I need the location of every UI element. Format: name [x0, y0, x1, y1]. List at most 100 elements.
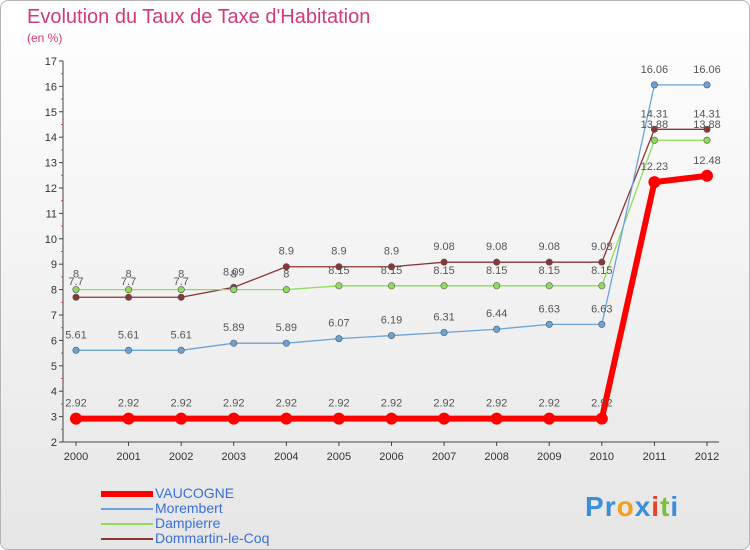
y-tick-label: 14 — [45, 132, 57, 144]
data-point-dampierre — [335, 282, 343, 290]
logo-letter: x — [634, 491, 652, 522]
data-point-morembert — [650, 81, 658, 89]
logo-letter: o — [616, 491, 635, 522]
data-label-morembert: 5.61 — [170, 329, 191, 341]
data-label-dampierre: 8.15 — [381, 265, 402, 277]
x-tick-label: 2003 — [222, 451, 246, 463]
data-point-dommartin-le-coq — [282, 263, 290, 271]
data-label-dommartin-le-coq: 14.31 — [641, 108, 669, 120]
data-point-morembert — [387, 332, 395, 340]
y-tick-label: 13 — [45, 158, 57, 170]
data-point-dampierre — [703, 136, 711, 144]
y-tick-label: 11 — [46, 208, 57, 220]
chart-axes: 2 3 4 5 6 7 8 9 10 11 12 13 14 15 16 17 2000 2001 2002 2003… — [45, 56, 719, 463]
y-tick-label: 6 — [51, 335, 57, 347]
data-label-morembert: 16.06 — [641, 64, 669, 76]
data-point-dampierre — [177, 286, 185, 294]
data-label-dampierre: 8.15 — [328, 265, 349, 277]
data-point-vaucogne — [543, 412, 556, 425]
y-tick-label: 4 — [51, 386, 57, 398]
data-point-vaucogne — [175, 412, 188, 425]
data-label-morembert: 6.07 — [328, 318, 349, 330]
data-label-dampierre: 13.88 — [693, 119, 721, 131]
data-point-morembert — [440, 329, 448, 337]
x-tick-label: 2004 — [274, 451, 298, 463]
y-tick-label: 17 — [45, 56, 57, 68]
data-label-dommartin-le-coq: 8.9 — [331, 246, 346, 258]
data-label-vaucogne: 2.92 — [328, 398, 349, 410]
data-label-dommartin-le-coq: 9.08 — [433, 241, 454, 253]
data-label-vaucogne: 2.92 — [381, 398, 402, 410]
data-label-morembert: 6.44 — [486, 308, 507, 320]
data-label-dampierre: 8.15 — [433, 265, 454, 277]
data-point-vaucogne — [122, 412, 135, 425]
legend-swatch — [101, 491, 153, 497]
data-label-vaucogne: 2.92 — [170, 398, 191, 410]
x-tick-label: 2012 — [695, 451, 719, 463]
x-tick-label: 2010 — [590, 451, 614, 463]
data-point-morembert — [493, 325, 501, 333]
data-label-dommartin-le-coq: 9.08 — [539, 241, 560, 253]
data-point-dommartin-le-coq — [650, 125, 658, 133]
data-point-dampierre — [598, 282, 606, 290]
legend-label: Dampierre — [155, 515, 221, 531]
data-point-dampierre — [440, 282, 448, 290]
data-label-dampierre: 8 — [126, 269, 132, 281]
data-point-dampierre — [72, 286, 80, 294]
chart-title: Evolution du Taux de Taxe d'Habitation — [27, 6, 371, 28]
data-point-vaucogne — [701, 169, 713, 182]
x-tick-label: 2007 — [432, 451, 456, 463]
data-point-morembert — [703, 81, 711, 89]
data-label-morembert: 5.89 — [223, 322, 244, 334]
data-point-dampierre — [650, 136, 658, 144]
data-label-vaucogne: 2.92 — [433, 398, 454, 410]
data-point-dampierre — [230, 286, 238, 294]
x-tick-label: 2001 — [116, 451, 140, 463]
data-point-dommartin-le-coq — [703, 125, 711, 133]
data-point-morembert — [335, 335, 343, 343]
legend-label: VAUCOGNE — [155, 485, 235, 501]
data-point-dommartin-le-coq — [440, 258, 448, 266]
y-tick-label: 5 — [51, 361, 57, 373]
data-label-dommartin-le-coq: 8.9 — [384, 246, 399, 258]
series-morembert — [72, 81, 711, 354]
legend-swatch — [101, 538, 153, 540]
data-label-dommartin-le-coq: 7.7 — [68, 276, 83, 288]
logo-letter: P — [585, 491, 605, 522]
data-label-dampierre: 13.88 — [641, 119, 669, 131]
x-tick-label: 2000 — [64, 451, 88, 463]
series-dampierre — [72, 136, 711, 294]
data-label-vaucogne: 2.92 — [591, 398, 612, 410]
data-label-morembert: 6.63 — [591, 303, 612, 315]
data-point-morembert — [598, 320, 606, 328]
data-label-morembert: 6.63 — [539, 303, 560, 315]
y-tick-label: 12 — [45, 183, 57, 195]
legend-swatch — [101, 508, 153, 510]
y-tick-label: 9 — [51, 259, 57, 271]
x-tick-label: 2002 — [169, 451, 193, 463]
y-tick-label: 8 — [51, 285, 57, 297]
data-point-dampierre — [387, 282, 395, 290]
series-layer — [70, 81, 713, 425]
data-point-dampierre — [493, 282, 501, 290]
data-label-dampierre: 8 — [231, 269, 237, 281]
data-point-morembert — [125, 346, 133, 354]
data-point-vaucogne — [280, 412, 293, 425]
data-label-vaucogne: 2.92 — [223, 398, 244, 410]
logo-letter: i — [651, 491, 661, 522]
data-label-morembert: 5.89 — [276, 322, 297, 334]
y-tick-label: 3 — [51, 412, 57, 424]
data-label-dampierre: 8 — [283, 269, 289, 281]
data-point-vaucogne — [595, 412, 608, 425]
y-tick-label: 16 — [45, 81, 57, 93]
data-label-dommartin-le-coq: 8.9 — [279, 246, 294, 258]
data-label-dommartin-le-coq: 7.7 — [174, 276, 189, 288]
proxiti-logo: Proxiti — [585, 491, 679, 523]
data-label-vaucogne: 2.92 — [539, 398, 560, 410]
data-point-morembert — [177, 346, 185, 354]
logo-letter: t — [660, 491, 671, 522]
data-point-dommartin-le-coq — [598, 258, 606, 266]
series-vaucogne — [70, 169, 713, 425]
